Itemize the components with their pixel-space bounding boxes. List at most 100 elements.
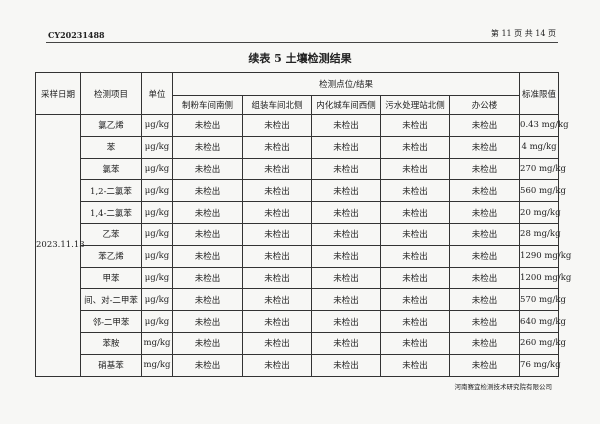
header-site: 制粉车间南侧: [172, 95, 243, 115]
result-cell: 未检出: [242, 201, 312, 224]
result-cell: 未检出: [311, 266, 381, 290]
result-cell: 未检出: [172, 222, 243, 246]
header-limit: 标准限值: [519, 72, 560, 115]
table-row: 苯胺 mg/kg 未检出 未检出 未检出 未检出 未检出 260 mg/kg: [36, 331, 566, 355]
header-date: 采样日期: [35, 72, 81, 115]
standard-limit: 1200 mg/kg: [519, 266, 571, 290]
result-cell: 未检出: [172, 288, 243, 312]
result-cell: 未检出: [311, 288, 381, 312]
result-cell: 未检出: [311, 157, 381, 181]
sample-date: 2023.11.13: [35, 114, 85, 377]
item-name: 乙苯: [80, 222, 142, 246]
result-cell: 未检出: [380, 266, 450, 290]
standard-limit: 570 mg/kg: [519, 288, 566, 312]
unit: mg/kg: [141, 353, 173, 377]
report-code: CY20231488: [48, 30, 105, 40]
result-cell: 未检出: [380, 201, 450, 224]
result-cell: 未检出: [311, 179, 381, 203]
standard-limit: 260 mg/kg: [519, 331, 566, 355]
result-cell: 未检出: [380, 244, 450, 268]
header-site: 组装车间北侧: [242, 95, 312, 115]
standard-limit: 1290 mg/kg: [519, 244, 571, 268]
table-row: 1,4-二氯苯 μg/kg 未检出 未检出 未检出 未检出 未检出 20 mg/kg: [36, 201, 561, 224]
item-name: 1,4-二氯苯: [80, 201, 142, 224]
table-row: 乙苯 μg/kg 未检出 未检出 未检出 未检出 未检出 28 mg/kg: [36, 222, 561, 246]
standard-limit: 20 mg/kg: [519, 201, 561, 224]
standard-limit: 76 mg/kg: [519, 353, 561, 377]
result-cell: 未检出: [172, 353, 243, 377]
header-unit: 单位: [141, 72, 173, 115]
unit: μg/kg: [141, 114, 173, 137]
unit: μg/kg: [141, 288, 173, 312]
result-cell: 未检出: [172, 310, 243, 333]
result-cell: 未检出: [242, 222, 312, 246]
unit: μg/kg: [141, 201, 173, 224]
item-name: 1,2-二氯苯: [80, 179, 142, 203]
result-cell: 未检出: [242, 157, 312, 181]
result-cell: 未检出: [380, 310, 450, 333]
result-cell: 未检出: [380, 288, 450, 312]
result-cell: 未检出: [172, 244, 243, 268]
item-name: 甲苯: [80, 266, 142, 290]
result-cell: 未检出: [172, 266, 243, 290]
result-cell: 未检出: [311, 201, 381, 224]
header-site: 内化城车间西侧: [311, 95, 381, 115]
item-name: 邻-二甲苯: [80, 310, 142, 333]
table-title: 续表 5 土壤检测结果: [248, 52, 352, 65]
result-cell: 未检出: [380, 135, 450, 159]
unit: μg/kg: [141, 135, 173, 159]
result-cell: 未检出: [242, 179, 312, 203]
result-cell: 未检出: [448, 310, 521, 333]
table-row: 苯乙烯 μg/kg 未检出 未检出 未检出 未检出 未检出 1290 mg/kg: [36, 244, 571, 268]
standard-limit: 4 mg/kg: [519, 135, 560, 159]
result-cell: 未检出: [172, 135, 243, 159]
table-row: 1,2-二氯苯 μg/kg 未检出 未检出 未检出 未检出 未检出 560 mg/kg: [36, 179, 566, 203]
result-cell: 未检出: [242, 114, 312, 137]
table-row: 氯苯 μg/kg 未检出 未检出 未检出 未检出 未检出 270 mg/kg: [36, 157, 566, 181]
result-cell: 未检出: [380, 222, 450, 246]
page-info: 第 11 页 共 14 页: [490, 29, 556, 38]
standard-limit: 560 mg/kg: [519, 179, 566, 203]
result-cell: 未检出: [448, 244, 521, 268]
unit: μg/kg: [141, 310, 173, 333]
result-cell: 未检出: [380, 179, 450, 203]
result-cell: 未检出: [242, 310, 312, 333]
result-cell: 未检出: [311, 114, 381, 137]
result-cell: 未检出: [380, 114, 450, 137]
result-cell: 未检出: [311, 310, 381, 333]
item-name: 氯苯: [80, 157, 142, 181]
item-name: 苯胺: [80, 331, 142, 355]
result-cell: 未检出: [311, 135, 381, 159]
item-name: 苯乙烯: [80, 244, 142, 268]
unit: μg/kg: [141, 244, 173, 268]
table-row: 2023.11.13 氯乙烯 μg/kg 未检出 未检出 未检出 未检出 未检出 0.43 mg…: [35, 114, 569, 377]
result-cell: 未检出: [448, 201, 521, 224]
unit: μg/kg: [141, 157, 173, 181]
standard-limit: 270 mg/kg: [519, 157, 566, 181]
result-cell: 未检出: [172, 157, 243, 181]
result-cell: 未检出: [242, 353, 312, 377]
result-cell: 未检出: [242, 244, 312, 268]
table-row: 甲苯 μg/kg 未检出 未检出 未检出 未检出 未检出 1200 mg/kg: [36, 266, 571, 290]
item-name: 硝基苯: [80, 353, 142, 377]
result-cell: 未检出: [172, 114, 243, 137]
result-cell: 未检出: [380, 353, 450, 377]
header-rule: [46, 42, 558, 43]
item-name: 间、对-二甲苯: [80, 288, 142, 312]
result-cell: 未检出: [242, 135, 312, 159]
table-row: 间、对-二甲苯 μg/kg 未检出 未检出 未检出 未检出 未检出 570 mg/kg: [36, 288, 566, 312]
result-cell: 未检出: [448, 288, 521, 312]
standard-limit: 0.43 mg/kg: [519, 114, 569, 137]
header-site-group: 检测点位/结果: [171, 72, 521, 96]
unit: μg/kg: [141, 179, 173, 203]
header-site: 污水处理站北侧: [380, 95, 450, 115]
result-cell: 未检出: [448, 157, 521, 181]
table-row: 硝基苯 mg/kg 未检出 未检出 未检出 未检出 未检出 76 mg/kg: [36, 353, 561, 377]
result-cell: 未检出: [448, 222, 521, 246]
result-cell: 未检出: [380, 157, 450, 181]
item-name: 氯乙烯: [80, 114, 142, 137]
result-cell: 未检出: [172, 201, 243, 224]
result-cell: 未检出: [448, 353, 521, 377]
item-name: 苯: [80, 135, 142, 159]
standard-limit: 640 mg/kg: [519, 310, 566, 333]
